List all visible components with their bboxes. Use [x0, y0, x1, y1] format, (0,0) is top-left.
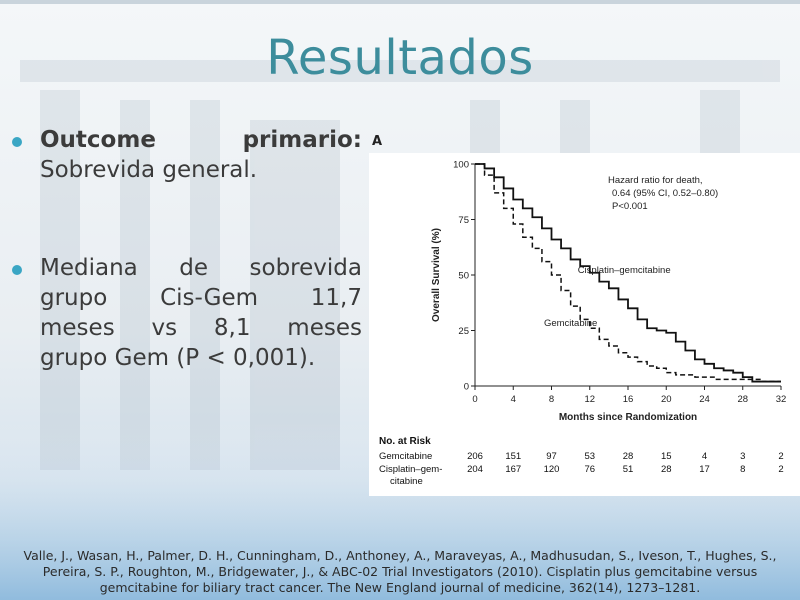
risk-count: 151 — [505, 451, 521, 462]
top-border — [0, 0, 800, 4]
page-title: Resultados — [266, 30, 534, 86]
risk-count: 15 — [661, 451, 672, 462]
median-word: meses — [287, 315, 362, 341]
risk-count: 17 — [699, 464, 710, 475]
panel-letter: A — [372, 134, 383, 149]
risk-count: 8 — [740, 464, 745, 475]
y-tick-label: 25 — [458, 326, 469, 337]
x-tick-label: 8 — [549, 394, 554, 405]
outcome-word: Outcome — [40, 127, 156, 153]
citation-line: Valle, J., Wasan, H., Palmer, D. H., Cun… — [23, 548, 777, 563]
primario-word: primario: — [242, 127, 362, 153]
risk-count: 28 — [661, 464, 672, 475]
hazard-annotation: P<0.001 — [612, 201, 648, 212]
x-axis-title: Months since Randomization — [559, 412, 697, 423]
median-line1: Mediana de sobrevida — [40, 253, 362, 283]
risk-count: 51 — [623, 464, 634, 475]
risk-count: 2 — [778, 451, 783, 462]
median-word: de — [179, 255, 209, 281]
bullet-outcome-line1: Outcome primario: — [40, 125, 362, 155]
median-word: Mediana — [40, 255, 138, 281]
risk-count: 120 — [544, 464, 560, 475]
hazard-annotation: 0.64 (95% CI, 0.52–0.80) — [612, 188, 718, 199]
risk-table-header: No. at Risk — [379, 436, 431, 447]
x-tick-label: 0 — [472, 394, 477, 405]
series-label-gemcitabine: Gemcitabine — [544, 318, 597, 329]
median-word: grupo — [40, 285, 108, 311]
risk-count: 4 — [702, 451, 707, 462]
y-axis-title: Overall Survival (%) — [431, 228, 442, 322]
x-tick-label: 4 — [511, 394, 516, 405]
cisplatin-gemcitabine-curve — [475, 163, 781, 383]
risk-row-label: Cisplatin–gem- — [379, 464, 442, 475]
risk-row-label: citabine — [390, 476, 423, 487]
citation-line: gemcitabine for biliary tract cancer. Th… — [99, 580, 701, 595]
bullet-outcome: Outcome primario: Sobrevida general. — [12, 125, 362, 185]
risk-count: 3 — [740, 451, 745, 462]
risk-count: 76 — [584, 464, 595, 475]
gemcitabine-curve — [475, 163, 781, 383]
median-word: vs — [151, 315, 178, 341]
bullet-outcome-line2: Sobrevida general. — [40, 157, 258, 183]
bullet-median: Mediana de sobrevida grupo Cis-Gem 11,7 … — [12, 253, 362, 373]
y-tick-label: 75 — [458, 215, 469, 226]
survival-figure: 0 25 50 75 100 0 4 8 12 16 20 24 28 32 Months since Ra… — [369, 153, 800, 496]
y-tick-label: 100 — [453, 160, 469, 171]
median-line2: grupo Cis-Gem 11,7 — [40, 283, 362, 313]
median-line3: meses vs 8,1 meses — [40, 313, 362, 343]
median-word: meses — [40, 315, 115, 341]
citation-line: Pereira, S. P., Roughton, M., Bridgewate… — [42, 564, 758, 579]
hazard-annotation: Hazard ratio for death, — [608, 175, 703, 186]
risk-count: 167 — [505, 464, 521, 475]
bullet-dot — [12, 265, 22, 275]
risk-count: 206 — [467, 451, 483, 462]
series-label-cisplatin: Cisplatin–gemcitabine — [578, 265, 671, 276]
median-word: Cis-Gem — [160, 285, 259, 311]
x-tick-label: 24 — [699, 394, 710, 405]
risk-count: 97 — [546, 451, 557, 462]
median-word: sobrevida — [249, 255, 362, 281]
risk-count: 28 — [623, 451, 634, 462]
y-tick-label: 50 — [458, 271, 469, 282]
x-tick-label: 12 — [584, 394, 595, 405]
y-tick-label: 0 — [464, 382, 469, 393]
risk-count: 53 — [584, 451, 595, 462]
x-tick-label: 16 — [623, 394, 634, 405]
risk-count: 2 — [778, 464, 783, 475]
x-tick-label: 20 — [661, 394, 672, 405]
bullet-list: Outcome primario: Sobrevida general. Med… — [12, 125, 362, 373]
citation: Valle, J., Wasan, H., Palmer, D. H., Cun… — [10, 548, 790, 596]
x-tick-label: 32 — [776, 394, 787, 405]
median-word: 8,1 — [213, 315, 251, 341]
risk-count: 204 — [467, 464, 483, 475]
median-word: 11,7 — [310, 285, 362, 311]
bullet-dot — [12, 137, 22, 147]
median-line4: grupo Gem (P < 0,001). — [40, 345, 316, 371]
risk-row-label: Gemcitabine — [379, 451, 432, 462]
x-tick-label: 28 — [737, 394, 748, 405]
